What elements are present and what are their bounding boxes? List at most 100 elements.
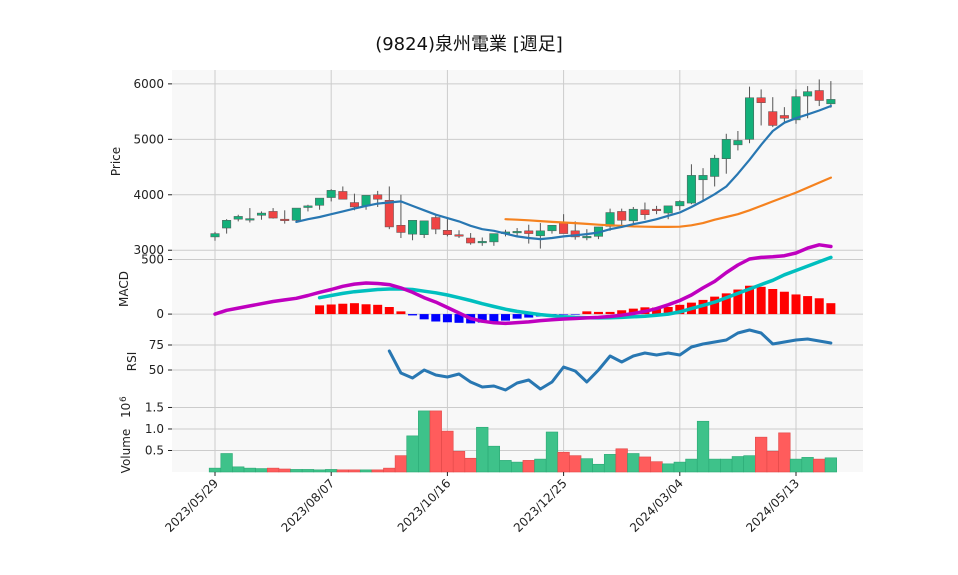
xtick-label: 2024/05/13 — [743, 476, 802, 535]
macd-histogram-bar — [524, 314, 534, 318]
volume-bar — [255, 468, 268, 473]
volume-bar — [824, 457, 837, 473]
candle-body — [652, 208, 662, 211]
macd-histogram-bar — [373, 304, 383, 315]
candle-body — [210, 233, 220, 238]
volume-ylabel-exponent: 6 — [119, 396, 129, 402]
macd-histogram-bar — [826, 303, 836, 315]
volume-bar — [801, 457, 814, 473]
candle-body — [826, 99, 836, 105]
volume-ytick-label: 0.5 — [145, 443, 164, 457]
candle-body — [745, 97, 755, 140]
macd-histogram-bar — [419, 314, 429, 320]
candle-body — [814, 90, 824, 101]
candle-body — [349, 202, 359, 208]
macd-histogram-bar — [570, 314, 580, 315]
macd-histogram-bar — [733, 289, 743, 315]
macd-histogram-bar — [814, 298, 824, 315]
candle-body — [547, 225, 557, 232]
macd-ytick-label: 500 — [141, 253, 164, 267]
macd-histogram-bar — [501, 314, 510, 321]
volume-bar — [208, 467, 222, 473]
candle-body — [756, 97, 766, 103]
sma-long-line — [504, 176, 832, 228]
volume-bar — [731, 456, 745, 473]
macd-histogram-bar — [454, 314, 464, 323]
macd-histogram-bar — [442, 314, 452, 323]
macd-histogram-bar — [559, 314, 569, 315]
macd-ylabel: MACD — [117, 271, 131, 307]
macd-histogram-bar — [791, 294, 801, 315]
candle-body — [245, 218, 255, 221]
candle-body — [582, 236, 592, 239]
candle-body — [384, 200, 394, 228]
volume-bar — [336, 469, 349, 473]
macd-histogram-bar — [710, 296, 720, 315]
macd-histogram-bar — [338, 303, 348, 315]
macd-histogram-bar — [396, 311, 406, 315]
price-ytick-label: 6000 — [133, 77, 164, 91]
rsi-ytick-label: 75 — [149, 338, 164, 352]
price-ytick-label: 4000 — [133, 188, 164, 202]
candle-body — [326, 190, 336, 198]
volume-bar — [383, 467, 396, 473]
volume-ytick-label: 1.5 — [145, 400, 164, 414]
candle-body — [338, 191, 348, 200]
volume-bar — [522, 460, 535, 473]
volume-bar — [569, 455, 582, 473]
candle-body — [315, 197, 325, 206]
rsi-ytick-label: 50 — [149, 363, 164, 377]
volume-bar — [789, 458, 803, 473]
candle-body — [779, 115, 789, 119]
volume-bar — [755, 436, 768, 473]
macd-histogram-bar — [431, 314, 441, 322]
xtick-label: 2023/10/16 — [395, 476, 454, 535]
macd-histogram-bar — [605, 311, 615, 315]
panel-backgrounds — [172, 70, 863, 472]
candle-body — [408, 220, 418, 235]
volume-bar — [278, 468, 291, 473]
candle-body — [291, 207, 301, 221]
candle-body — [733, 140, 743, 146]
candle-body — [640, 209, 650, 215]
volume-bar — [511, 461, 524, 473]
volume-bar — [464, 457, 477, 473]
volume-bar — [301, 469, 315, 473]
volume-ytick-label: 1.0 — [145, 422, 164, 436]
volume-bar — [673, 461, 686, 473]
candle-body — [454, 234, 464, 237]
candle-body — [803, 91, 813, 97]
price-ylabel: Price — [109, 147, 123, 176]
volume-bar — [603, 454, 617, 473]
volume-bar — [487, 445, 500, 473]
macd-histogram-bar — [652, 307, 662, 315]
macd-histogram-bar — [582, 311, 592, 315]
candle-body — [768, 111, 778, 126]
volume-bar — [418, 410, 431, 473]
macd-histogram-bar — [617, 310, 627, 315]
volume-bar — [476, 426, 489, 473]
volume-bar — [452, 451, 466, 473]
macd-histogram-bar — [593, 311, 603, 315]
candle-body — [512, 231, 522, 234]
price-ytick-label: 3000 — [133, 243, 164, 257]
candle-body — [489, 233, 499, 243]
candle-body — [710, 157, 720, 177]
macd-histogram-bar — [663, 307, 673, 315]
macd-histogram-bar — [721, 293, 731, 315]
candle-body — [524, 230, 534, 234]
macd-histogram-bar — [489, 314, 499, 323]
macd-histogram-bar — [315, 305, 325, 315]
volume-ylabel-base: 10 — [119, 403, 133, 418]
volume-bar — [534, 458, 547, 473]
xtick-label: 2023/08/07 — [279, 476, 338, 535]
volume-bar — [708, 458, 721, 473]
candle-body — [233, 216, 243, 220]
candle-body — [791, 96, 801, 121]
volume-bar — [232, 466, 245, 473]
grid-lines — [172, 70, 863, 472]
xtick-label: 2023/12/25 — [511, 476, 570, 535]
candle-body — [698, 175, 708, 181]
candle-body — [256, 212, 266, 216]
